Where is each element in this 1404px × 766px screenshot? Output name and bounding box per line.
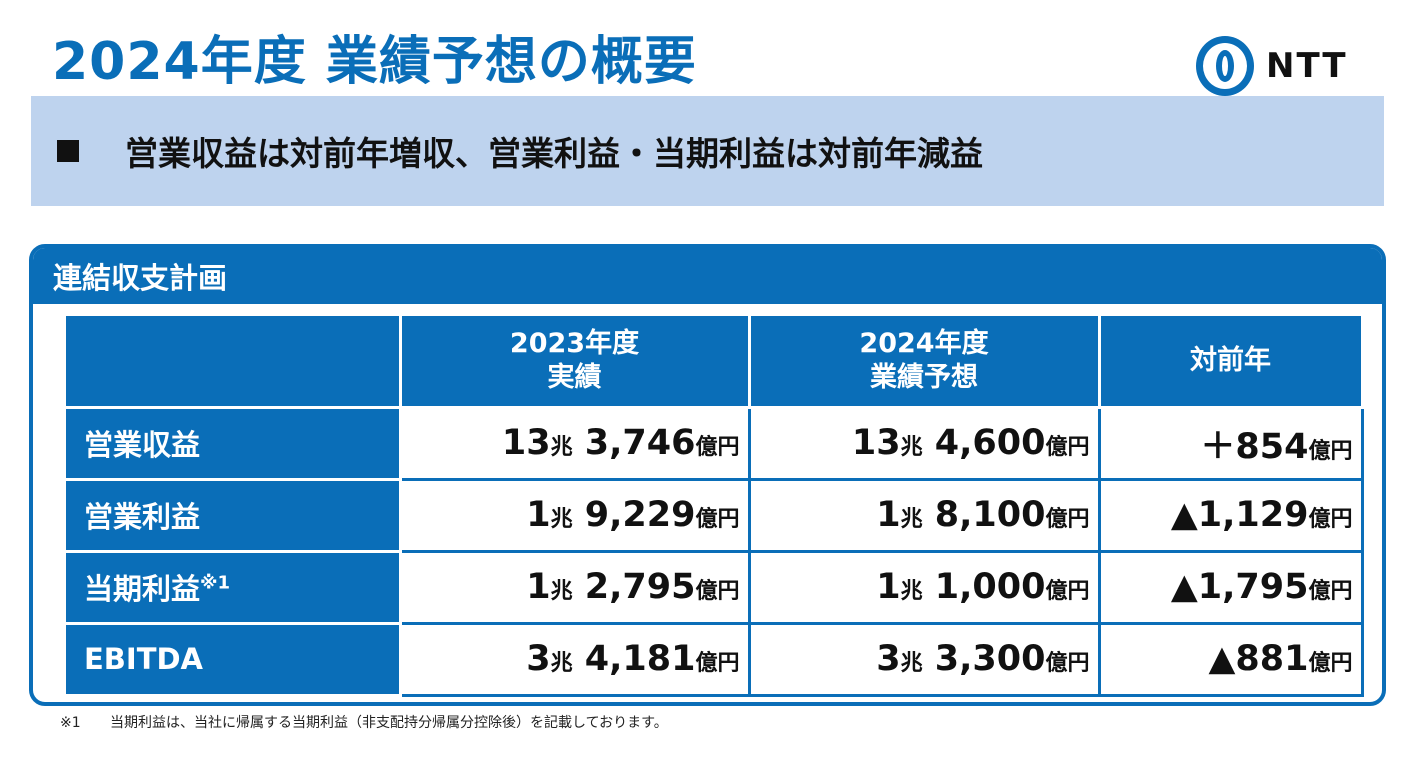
- row-label-net-profit: 当期利益※1: [66, 551, 402, 625]
- row-label-text: 当期利益: [84, 572, 201, 606]
- row-label-text: 営業収益: [84, 428, 201, 462]
- header-fy2024: 2024年度 業績予想: [749, 316, 1101, 409]
- cell-yoy-ebitda: ▲881億円: [1099, 623, 1364, 697]
- oku-unit: 億円: [1045, 435, 1090, 460]
- ntt-logo-text: NTT: [1266, 46, 1348, 86]
- panel-title: 連結収支計画: [53, 261, 228, 295]
- oku-value: 9,229: [572, 495, 696, 535]
- oku-value: 3,300: [922, 639, 1046, 679]
- cho-unit: 兆: [550, 579, 573, 604]
- oku-unit: 億円: [695, 435, 740, 460]
- plan-table: 2023年度 実績 2024年度 業績予想 対前年 営業収益 13兆 3,746…: [66, 316, 1364, 697]
- header-fy2024-line1: 2024年度: [859, 327, 989, 359]
- row-label-text: 営業利益: [84, 500, 201, 534]
- cho-value: 3: [876, 639, 901, 679]
- yoy-value: ▲881: [1208, 639, 1309, 679]
- row-label-operating-revenue: 営業収益: [66, 407, 402, 481]
- cho-value: 13: [851, 423, 901, 463]
- oku-unit: 億円: [695, 579, 740, 604]
- yoy-unit: 億円: [1308, 651, 1353, 676]
- cell-yoy-net-profit: ▲1,795億円: [1099, 551, 1364, 625]
- cell-yoy-operating-profit: ▲1,129億円: [1099, 479, 1364, 553]
- footnote: ※1 当期利益は、当社に帰属する当期利益（非支配持分帰属分控除後）を記載しておりま…: [60, 712, 668, 732]
- header-fy2023: 2023年度 実績: [400, 316, 751, 409]
- header-yoy-label: 対前年: [1190, 344, 1271, 376]
- square-bullet-icon: [57, 140, 79, 162]
- page-title: 2024年度 業績予想の概要: [52, 32, 697, 92]
- header-fy2023-line2: 実績: [547, 361, 602, 393]
- header-empty-cell: [66, 316, 402, 409]
- table-row: 当期利益※1 1兆 2,795億円 1兆 1,000億円 ▲1,795億円: [66, 551, 1364, 625]
- cho-unit: 兆: [900, 579, 923, 604]
- oku-value: 3,746: [572, 423, 696, 463]
- yoy-value: ＋854: [1200, 426, 1309, 467]
- row-label-text: EBITDA: [84, 642, 204, 676]
- yoy-unit: 億円: [1308, 507, 1353, 532]
- cho-value: 13: [501, 423, 551, 463]
- oku-unit: 億円: [695, 651, 740, 676]
- header-fy2023-line1: 2023年度: [509, 327, 640, 359]
- table-header-row: 2023年度 実績 2024年度 業績予想 対前年: [66, 316, 1364, 409]
- cell-fy2023-operating-revenue: 13兆 3,746億円: [400, 407, 751, 481]
- oku-value: 8,100: [922, 495, 1046, 535]
- consolidated-plan-panel: 連結収支計画 2023年度 実績 2024年度 業績予想 対前年 営業収益: [29, 244, 1386, 706]
- yoy-value: ▲1,129: [1170, 495, 1309, 535]
- oku-unit: 億円: [1045, 579, 1090, 604]
- cho-unit: 兆: [550, 651, 573, 676]
- cho-unit: 兆: [900, 507, 923, 532]
- row-label-operating-profit: 営業利益: [66, 479, 402, 553]
- oku-unit: 億円: [1045, 651, 1090, 676]
- oku-unit: 億円: [1045, 507, 1090, 532]
- cho-unit: 兆: [550, 507, 573, 532]
- oku-value: 2,795: [572, 567, 696, 607]
- cell-fy2024-operating-profit: 1兆 8,100億円: [749, 479, 1101, 553]
- table-row: 営業利益 1兆 9,229億円 1兆 8,100億円 ▲1,129億円: [66, 479, 1364, 553]
- cho-value: 1: [526, 495, 551, 535]
- cell-fy2023-net-profit: 1兆 2,795億円: [400, 551, 751, 625]
- cho-value: 3: [526, 639, 551, 679]
- cho-value: 1: [876, 567, 901, 607]
- header-fy2024-line2: 業績予想: [870, 361, 978, 393]
- cell-fy2024-operating-revenue: 13兆 4,600億円: [749, 407, 1101, 481]
- cho-value: 1: [526, 567, 551, 607]
- row-label-ebitda: EBITDA: [66, 623, 402, 697]
- yoy-value: ▲1,795: [1170, 567, 1309, 607]
- footnote-text: 当期利益は、当社に帰属する当期利益（非支配持分帰属分控除後）を記載しております。: [110, 715, 668, 731]
- ntt-logo-mark-icon: [1196, 36, 1254, 96]
- cho-unit: 兆: [900, 435, 923, 460]
- yoy-unit: 億円: [1308, 438, 1353, 464]
- footnote-marker: ※1: [200, 572, 231, 594]
- cell-yoy-operating-revenue: ＋854億円: [1099, 407, 1364, 481]
- table-row: EBITDA 3兆 4,181億円 3兆 3,300億円 ▲881億円: [66, 623, 1364, 697]
- summary-banner: 営業収益は対前年増収、営業利益・当期利益は対前年減益: [31, 96, 1384, 206]
- yoy-unit: 億円: [1308, 579, 1353, 604]
- summary-text: 営業収益は対前年増収、営業利益・当期利益は対前年減益: [125, 134, 983, 173]
- oku-value: 4,181: [572, 639, 696, 679]
- cho-value: 1: [876, 495, 901, 535]
- oku-value: 1,000: [922, 567, 1046, 607]
- oku-value: 4,600: [922, 423, 1046, 463]
- oku-unit: 億円: [695, 507, 740, 532]
- cell-fy2023-operating-profit: 1兆 9,229億円: [400, 479, 751, 553]
- ntt-logo: NTT: [1196, 36, 1348, 96]
- cho-unit: 兆: [550, 435, 573, 460]
- panel-header: 連結収支計画: [33, 248, 1382, 304]
- cell-fy2024-ebitda: 3兆 3,300億円: [749, 623, 1101, 697]
- cell-fy2024-net-profit: 1兆 1,000億円: [749, 551, 1101, 625]
- table-row: 営業収益 13兆 3,746億円 13兆 4,600億円 ＋854億円: [66, 407, 1364, 481]
- header-yoy: 対前年: [1099, 316, 1364, 409]
- footnote-mark: ※1: [60, 715, 81, 731]
- cell-fy2023-ebitda: 3兆 4,181億円: [400, 623, 751, 697]
- cho-unit: 兆: [900, 651, 923, 676]
